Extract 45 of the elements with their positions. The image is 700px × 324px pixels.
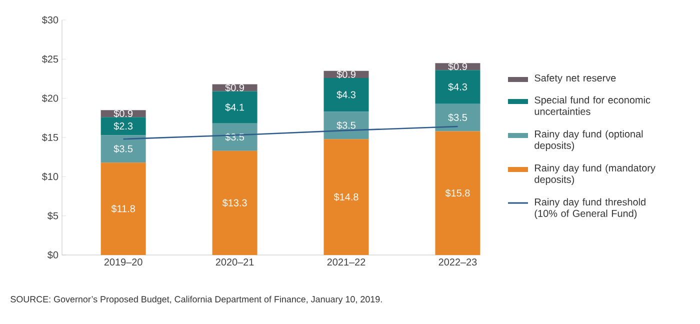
bar: [324, 78, 369, 112]
bar: [324, 112, 369, 140]
legend-label: Rainy day fund (optional deposits): [534, 130, 643, 151]
bar: [435, 131, 480, 255]
bar: [435, 70, 480, 104]
y-tick-label: $15: [42, 133, 58, 142]
x-tick-label: 2020–21: [216, 258, 254, 266]
data-label: $0.9: [448, 62, 467, 71]
y-tick-label: $20: [42, 94, 58, 102]
y-tick-label: $0: [48, 250, 58, 260]
data-label: $4.3: [448, 82, 467, 91]
bar: [212, 150, 258, 255]
data-label: $0.9: [225, 84, 244, 92]
bar: [212, 91, 258, 124]
data-label: $4.3: [336, 90, 356, 99]
x-tick-label: 2022–23: [438, 258, 477, 266]
bar: [212, 84, 258, 92]
y-tick-label: $5: [48, 212, 58, 220]
legend-label: Special fund for economic uncertainties: [534, 96, 650, 115]
data-label: $3.5: [336, 121, 356, 130]
data-label: $2.3: [114, 122, 133, 130]
data-label: $3.5: [114, 144, 133, 153]
bar: [435, 104, 480, 132]
bar: [100, 117, 146, 136]
bar: [100, 162, 146, 255]
data-label: $11.8: [111, 204, 135, 213]
y-tick-label: $10: [42, 172, 58, 181]
x-tick-label: 2019–20: [104, 258, 142, 266]
bar: [212, 123, 258, 151]
data-label: $4.1: [225, 103, 244, 112]
legend-label: Rainy day fund (mandatory deposits): [534, 164, 656, 185]
data-label: $0.9: [114, 110, 133, 118]
legend-label: Rainy day fund threshold (10% of General Fund): [534, 198, 646, 219]
data-label: $3.5: [448, 113, 467, 122]
data-label: $13.3: [222, 198, 247, 207]
data-label: $15.8: [445, 189, 470, 198]
bar: [324, 139, 369, 255]
bar: [100, 135, 146, 163]
data-label: $14.8: [334, 193, 358, 202]
x-tick-label: 2021–22: [327, 258, 366, 266]
y-tick-label: $25: [42, 55, 58, 64]
source-note: SOURCE: Governor’s Proposed Budget, California Department of Finance, January 10, 2019.: [10, 296, 382, 304]
data-label: $0.9: [336, 70, 356, 78]
y-tick-label: $30: [42, 16, 58, 24]
legend-label: Safety net reserve: [534, 74, 616, 84]
